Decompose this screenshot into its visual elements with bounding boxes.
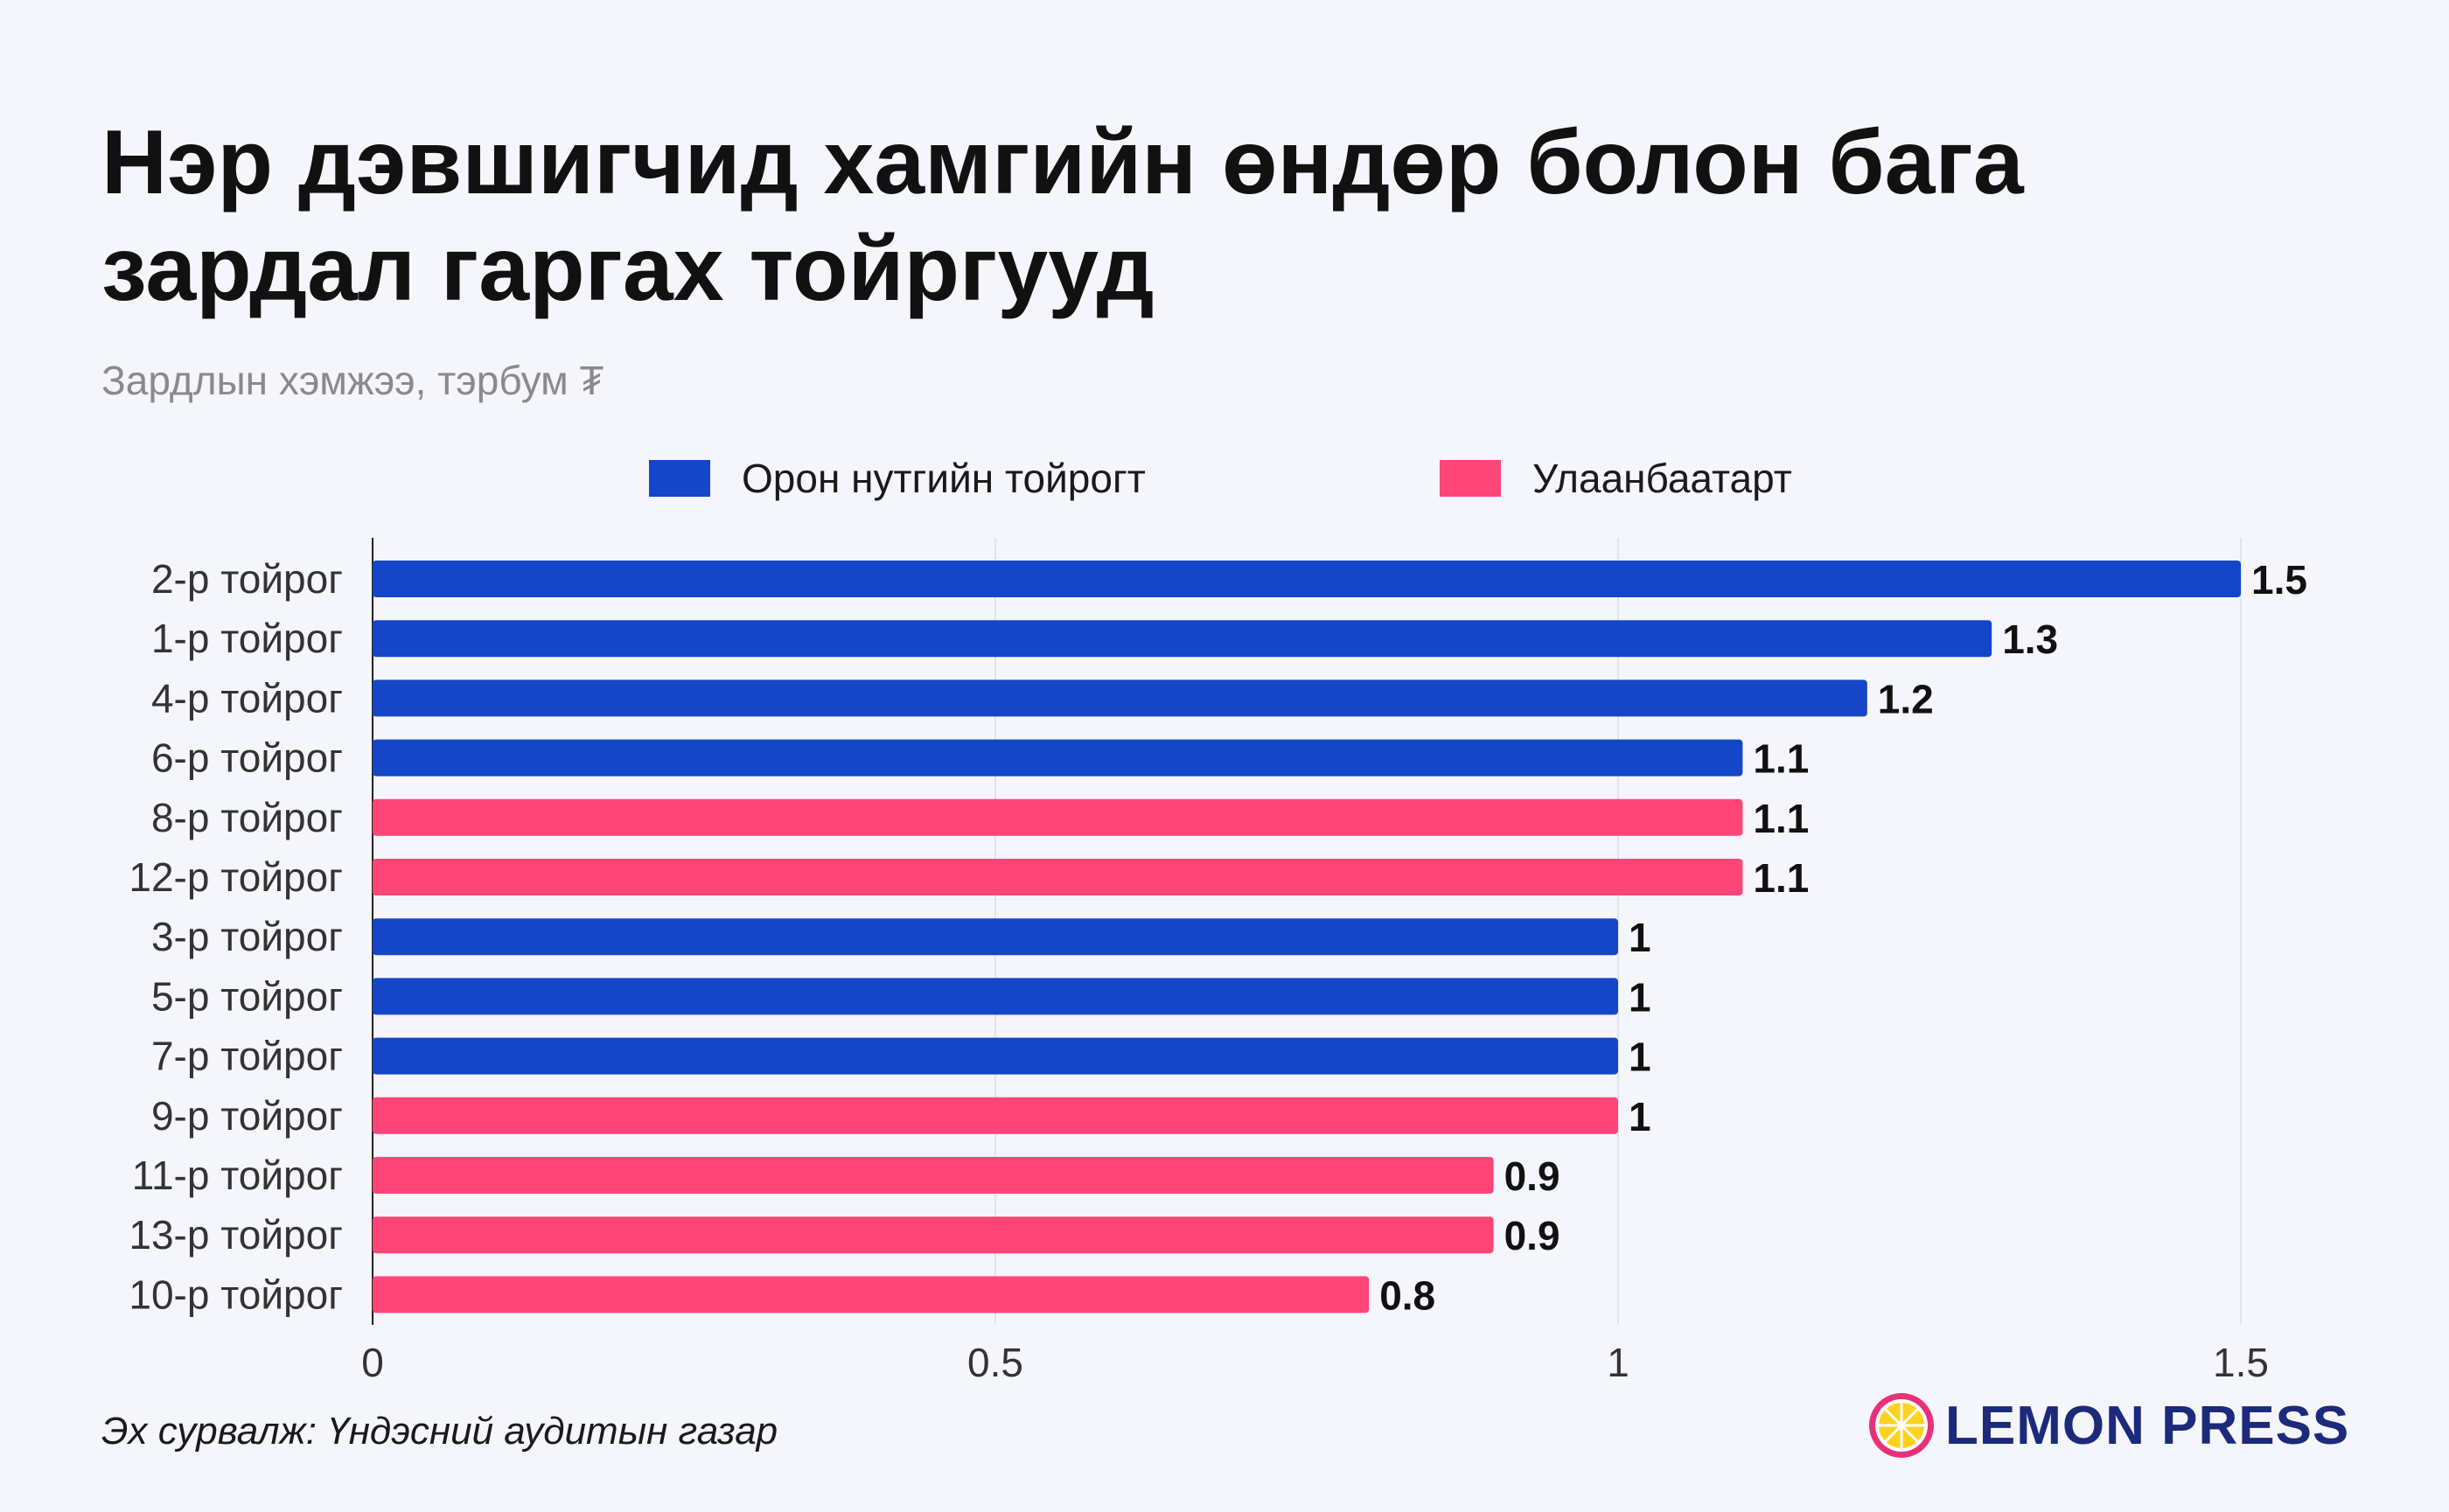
x-tick-label: 1.5 xyxy=(2213,1340,2269,1385)
bar xyxy=(373,739,1743,777)
bar xyxy=(373,679,1867,717)
bar xyxy=(373,859,1743,895)
data-label: 1.1 xyxy=(1753,736,1809,782)
data-label: 1 xyxy=(1629,1035,1651,1080)
bar xyxy=(373,561,2241,597)
x-tick-label: 1 xyxy=(1607,1340,1629,1385)
x-tick-label: 0.5 xyxy=(967,1340,1023,1385)
lemon-slice-icon xyxy=(1869,1393,1934,1458)
data-label: 1 xyxy=(1629,974,1651,1020)
category-label: 2-р тойрог xyxy=(151,556,343,602)
bar xyxy=(373,1097,1618,1134)
data-label: 1.2 xyxy=(1878,676,1934,721)
legend-label-local: Орон нутгийн тойрогт xyxy=(742,456,1146,501)
legend-swatch-ub xyxy=(1440,460,1501,497)
source-note: Эх сурвалж: Үндэсний аудитын газар xyxy=(101,1410,778,1453)
data-label: 1.5 xyxy=(2251,557,2307,603)
legend-item-ub: Улаанбаатарт xyxy=(1440,455,1792,502)
category-label: 9-р тойрог xyxy=(151,1093,343,1139)
data-label: 0.9 xyxy=(1504,1153,1560,1199)
bar xyxy=(373,1276,1370,1313)
category-label: 6-р тойрог xyxy=(151,735,343,781)
category-label: 8-р тойрог xyxy=(151,795,343,840)
bar xyxy=(373,620,1992,658)
chart-title-line-1: Нэр дэвшигчид хамгийн өндөр болон бага xyxy=(101,112,2024,213)
data-label: 1.1 xyxy=(1753,855,1809,901)
data-label: 0.8 xyxy=(1379,1272,1435,1318)
data-label: 1 xyxy=(1629,915,1651,960)
category-label: 7-р тойрог xyxy=(151,1034,343,1079)
x-tick-label: 0 xyxy=(361,1340,384,1385)
bar xyxy=(373,1216,1494,1254)
bar xyxy=(373,798,1743,836)
chart-title: Нэр дэвшигчид хамгийн өндөр болон бага з… xyxy=(101,109,2376,323)
brand-logo: LEMON PRESS xyxy=(1866,1390,2349,1460)
category-label: 5-р тойрог xyxy=(151,973,343,1019)
category-label: 11-р тойрог xyxy=(132,1153,343,1198)
legend-swatch-local xyxy=(649,460,710,497)
chart-legend: Орон нутгийн тойрогт Улаанбаатарт xyxy=(0,455,2449,507)
bar xyxy=(373,918,1618,956)
legend-label-ub: Улаанбаатарт xyxy=(1532,456,1792,501)
category-label: 4-р тойрог xyxy=(151,675,343,721)
data-label: 0.9 xyxy=(1504,1213,1560,1258)
logo-text: LEMON PRESS xyxy=(1945,1395,2350,1456)
data-label: 1 xyxy=(1629,1094,1651,1139)
bar xyxy=(373,1157,1494,1194)
data-label: 1.3 xyxy=(2002,617,2058,662)
chart-title-line-2: зардал гаргах тойргууд xyxy=(101,219,1155,320)
bar xyxy=(373,1037,1618,1075)
category-label: 13-р тойрог xyxy=(129,1212,343,1258)
legend-item-local: Орон нутгийн тойрогт xyxy=(649,455,1146,502)
category-label: 1-р тойрог xyxy=(151,616,343,661)
category-label: 12-р тойрог xyxy=(129,854,343,900)
category-label: 3-р тойрог xyxy=(151,914,343,959)
bar xyxy=(373,978,1618,1015)
chart-subtitle: Зардлын хэмжээ, тэрбум ₮ xyxy=(101,358,604,403)
category-label: 10-р тойрог xyxy=(129,1272,343,1317)
data-label: 1.1 xyxy=(1753,796,1809,841)
